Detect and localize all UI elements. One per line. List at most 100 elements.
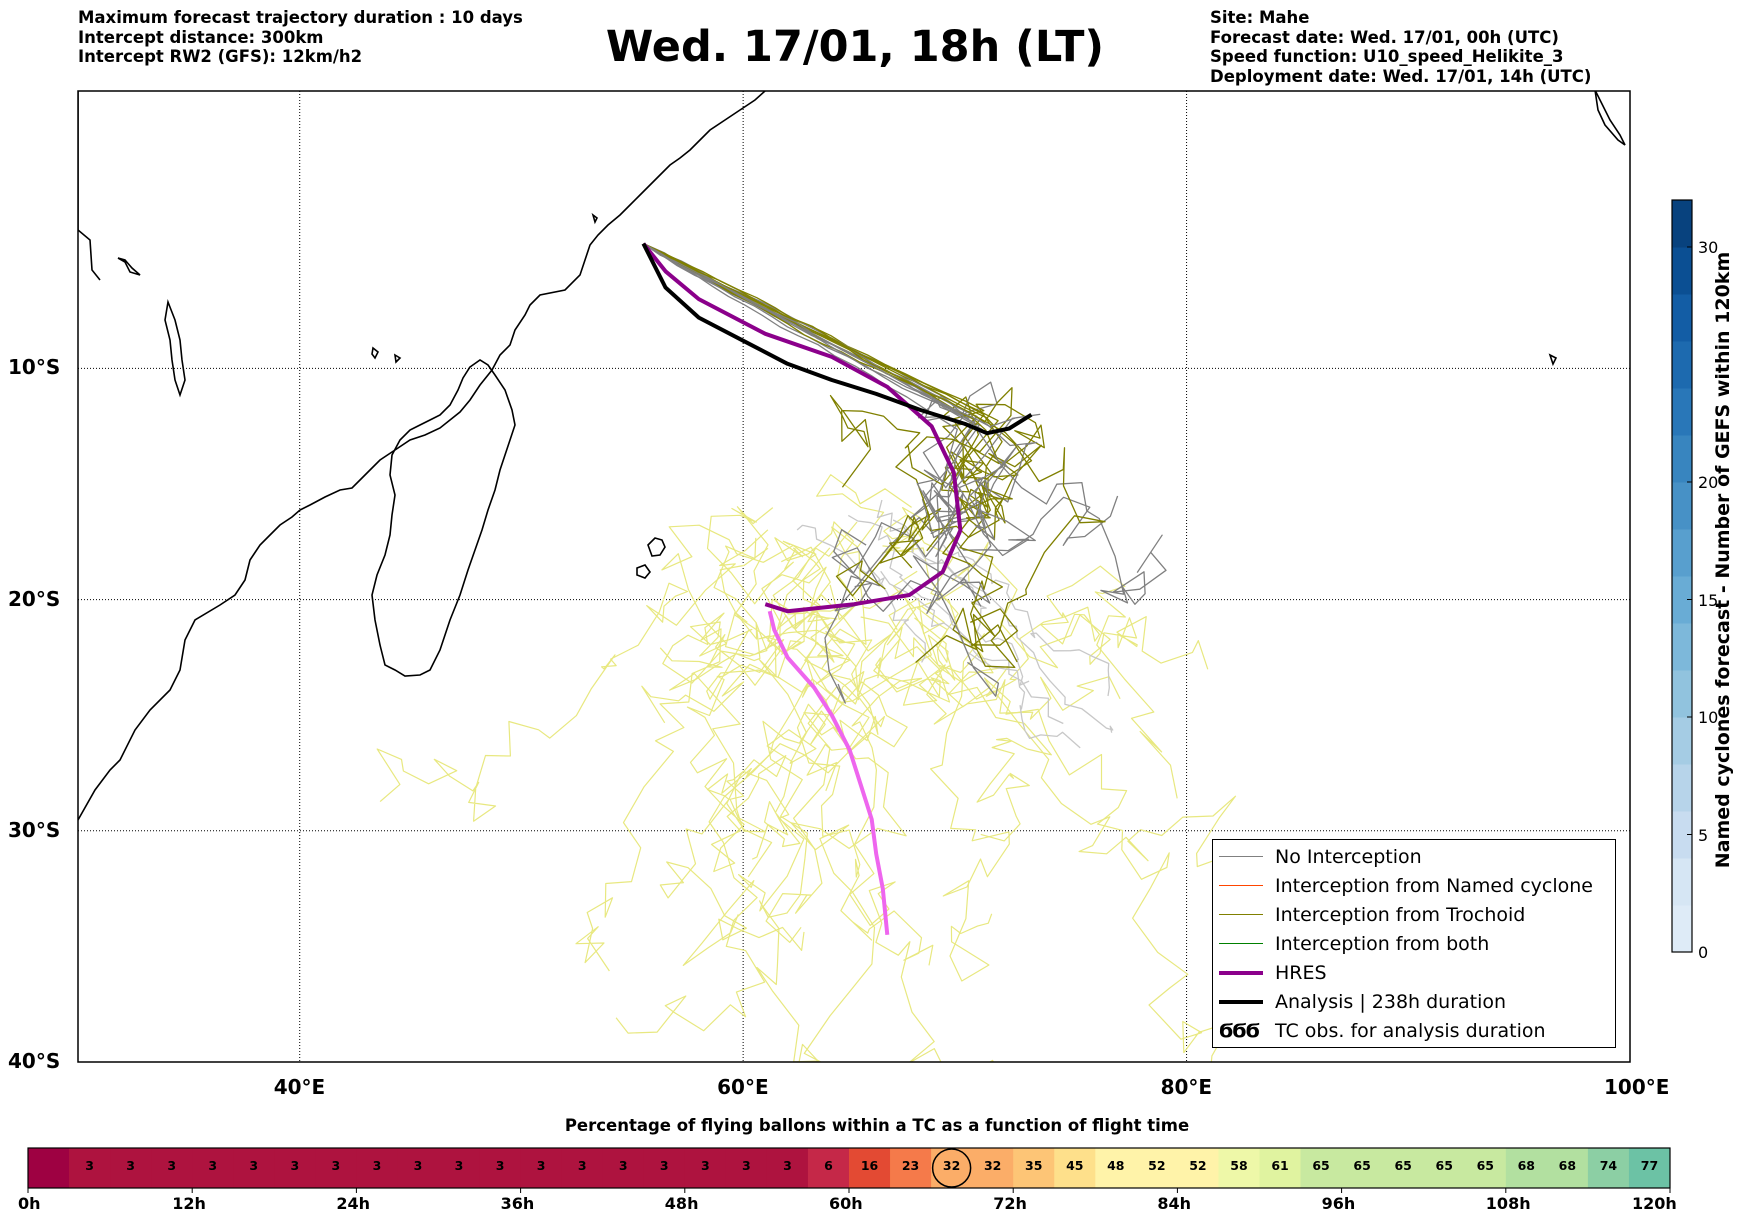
timeline-cell-value: 65 — [1394, 1158, 1412, 1173]
legend-item-no-interception: No Interception — [1213, 846, 1615, 868]
timeline-cell-value: 23 — [901, 1158, 920, 1173]
timeline-cell — [1546, 1148, 1589, 1188]
cyclone-symbol-icon: ϬϬϬ — [1219, 1020, 1260, 1042]
timeline-time-label: 12h — [172, 1194, 206, 1213]
timeline-cell — [766, 1148, 809, 1188]
timeline-cell — [315, 1148, 357, 1188]
timeline-cell-value: 52 — [1189, 1158, 1207, 1173]
timeline-cell-value: 3 — [618, 1158, 628, 1173]
colorbar-segment — [1672, 294, 1692, 342]
timeline-cell-value: 3 — [783, 1158, 792, 1173]
legend-swatch — [1219, 856, 1263, 857]
colorbar — [1671, 199, 1693, 953]
lon-label: 80°E — [1160, 1075, 1213, 1099]
hres-track — [641, 242, 963, 614]
timeline-cell-value: 3 — [700, 1158, 710, 1173]
legend-label: TC obs. for analysis duration — [1275, 1020, 1546, 1042]
legend-swatch — [1219, 885, 1263, 886]
timeline-time-label: 24h — [336, 1194, 371, 1213]
forecast-date-text: Forecast date: Wed. 17/01, 00h (UTC) — [1210, 27, 1559, 47]
timeline-cell — [1095, 1148, 1137, 1188]
ensemble-track — [686, 547, 787, 878]
timeline-time-label: 84h — [1157, 1194, 1192, 1213]
ensemble-track — [883, 513, 1052, 842]
ensemble-track — [659, 507, 859, 686]
timeline-time-label: 108h — [1485, 1194, 1531, 1213]
colorbar-segment — [1672, 623, 1692, 671]
timeline-cell — [1341, 1148, 1384, 1188]
timeline-cell-value: 65 — [1312, 1158, 1330, 1173]
ensemble-track — [643, 243, 1036, 697]
intercept-rw2-text: Intercept RW2 (GFS): 12km/h2 — [78, 47, 363, 66]
legend-item-both: Interception from both — [1213, 933, 1615, 955]
lat-label: 10°S — [8, 355, 61, 380]
timeline-cell-value: 3 — [85, 1158, 94, 1173]
header-right-info: Site: Mahe Forecast date: Wed. 17/01, 00… — [1210, 8, 1591, 86]
lon-label: 60°E — [717, 1075, 769, 1099]
timeline-cell-value: 3 — [249, 1158, 259, 1173]
timeline-time-label: 36h — [500, 1194, 535, 1213]
timeline-cell-value: 3 — [742, 1158, 751, 1173]
timeline-cell — [1013, 1148, 1055, 1188]
colorbar-segment — [1672, 858, 1692, 906]
timeline-cell-value: 3 — [577, 1158, 587, 1173]
ensemble-track — [575, 537, 768, 972]
ensemble-track — [643, 243, 1041, 540]
ensemble-track — [880, 570, 1081, 749]
colorbar-segment — [1672, 576, 1692, 624]
ensemble-track — [734, 506, 819, 1062]
lon-label: 40°E — [273, 1075, 326, 1099]
legend-label: No Interception — [1275, 846, 1422, 868]
legend-item-tc-obs: ϬϬϬ TC obs. for analysis duration — [1213, 1020, 1615, 1042]
timeline-cell-value: 61 — [1271, 1158, 1289, 1173]
legend-label: Interception from Named cyclone — [1275, 875, 1593, 897]
timeline-time-label: 48h — [664, 1194, 699, 1213]
timeline-cell — [1300, 1148, 1343, 1188]
analysis-track — [641, 242, 1033, 436]
timeline-cell-value: 3 — [331, 1158, 341, 1173]
colorbar-segment — [1672, 717, 1692, 765]
timeline-time-label: 72h — [993, 1194, 1027, 1213]
timeline-cell-value: 52 — [1148, 1158, 1166, 1173]
timeline-cell — [1464, 1148, 1507, 1188]
legend-swatch — [1219, 971, 1263, 975]
legend-label: HRES — [1275, 962, 1327, 984]
timeline-cell — [397, 1148, 439, 1188]
timeline-cell — [1054, 1148, 1096, 1188]
colorbar-tick-label: 10 — [1698, 708, 1719, 727]
grid-layer — [78, 91, 1630, 1062]
timeline-cell-value: 3 — [495, 1158, 505, 1173]
timeline-time-label: 120h — [1632, 1194, 1677, 1213]
timeline-cell-value: 65 — [1476, 1158, 1494, 1173]
timeline-bar — [27, 1147, 1671, 1193]
timeline-cell — [438, 1148, 481, 1188]
ensemble-track — [376, 529, 769, 822]
colorbar-segment — [1672, 247, 1692, 295]
lat-label: 40°S — [8, 1049, 61, 1073]
timeline-cell — [1218, 1148, 1260, 1188]
timeline-cell — [1423, 1148, 1466, 1188]
magenta-track — [767, 610, 890, 935]
timeline-cell — [725, 1148, 768, 1188]
ensemble-track — [643, 243, 980, 704]
colorbar-frame — [1671, 199, 1693, 953]
ensemble-track — [643, 243, 1167, 605]
timeline-cell-value: 3 — [454, 1158, 464, 1173]
legend-label: Analysis | 238h duration — [1275, 991, 1507, 1013]
colorbar-tick-label: 5 — [1698, 825, 1709, 845]
timeline-cell — [151, 1148, 193, 1188]
legend-swatch — [1219, 914, 1263, 915]
legend-swatch — [1219, 943, 1263, 944]
intercept-distance-text: Intercept distance: 300km — [78, 27, 324, 47]
timeline-cell-value: 3 — [372, 1158, 382, 1173]
timeline-cell-value: 6 — [824, 1158, 833, 1173]
timeline-cell — [1136, 1148, 1178, 1188]
timeline-cell-value: 32 — [983, 1158, 1002, 1173]
ensemble-track — [643, 243, 1119, 558]
timeline-cell — [69, 1148, 111, 1188]
timeline-cell-value: 32 — [942, 1158, 961, 1173]
timeline-cell-value: 65 — [1353, 1158, 1371, 1173]
timeline-cell-value: 35 — [1025, 1158, 1043, 1173]
timeline-cell — [192, 1148, 234, 1188]
